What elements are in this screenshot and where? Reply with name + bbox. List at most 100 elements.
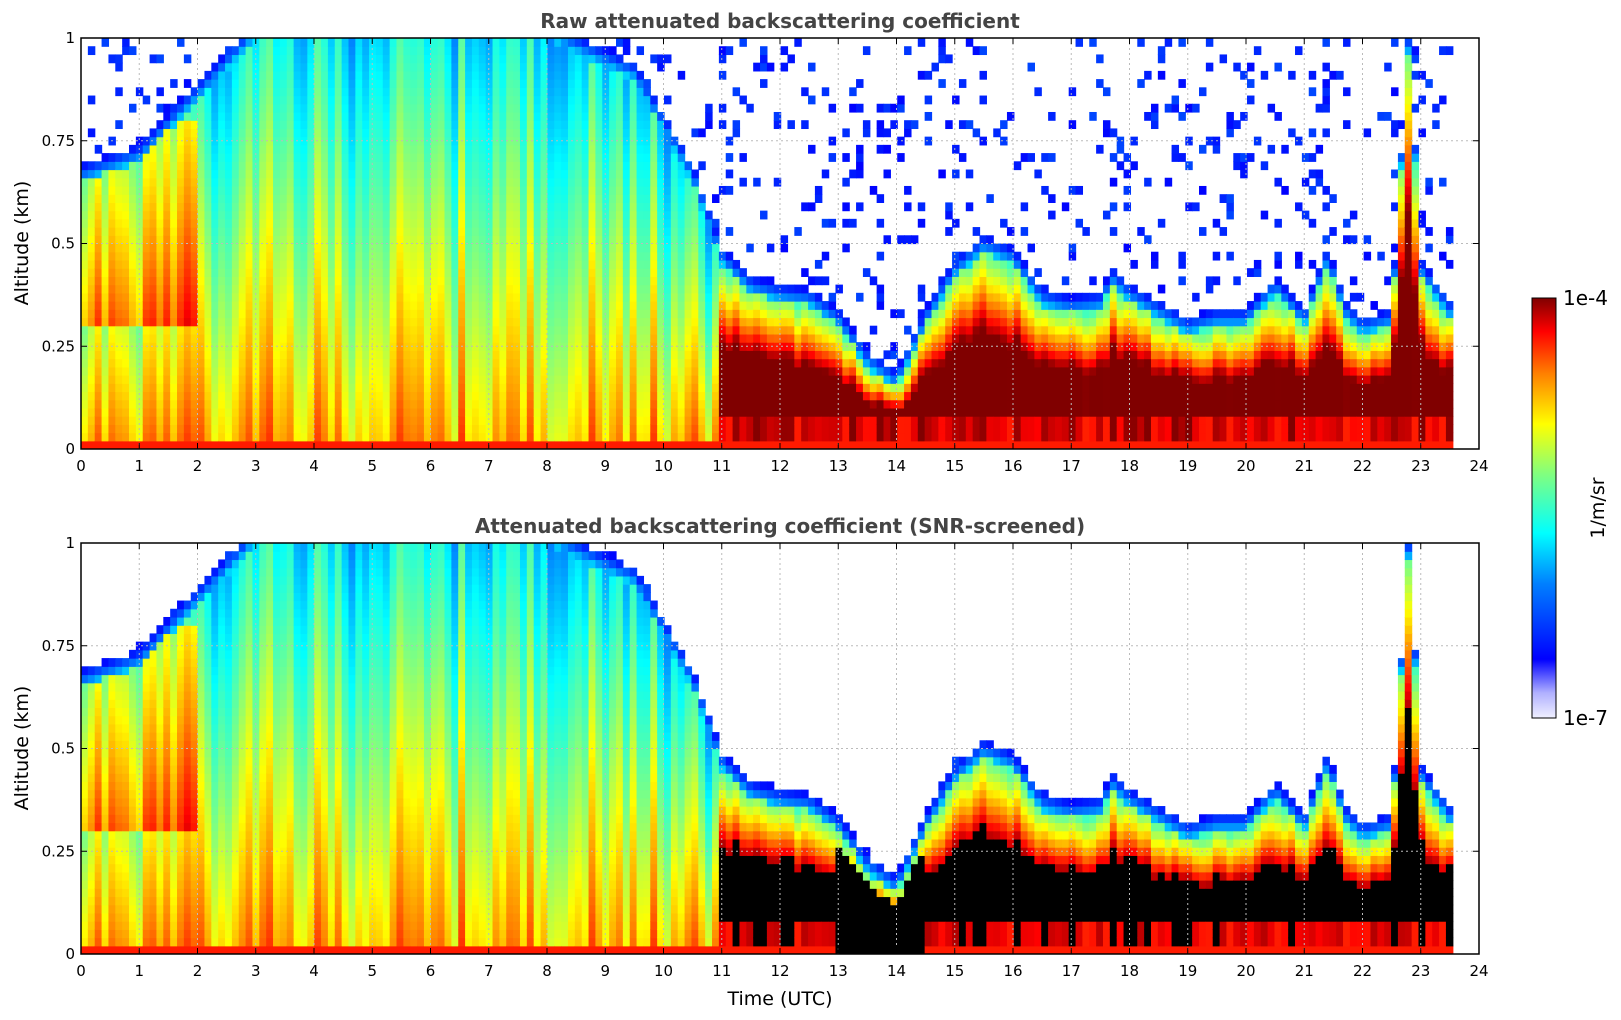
heatmap-cell	[780, 235, 789, 245]
heatmap-cell	[718, 325, 727, 335]
heatmap-cell	[190, 128, 199, 138]
heatmap-cell	[540, 358, 549, 368]
heatmap-cell	[547, 333, 555, 343]
heatmap-cell	[595, 399, 603, 409]
heatmap-cell	[753, 350, 761, 360]
heatmap-cell	[567, 153, 576, 162]
heatmap-cell	[444, 136, 452, 146]
heatmap-cell	[519, 358, 528, 368]
heatmap-cell	[101, 309, 110, 319]
heatmap-cell	[732, 268, 741, 277]
heatmap-cell	[348, 333, 356, 343]
heatmap-cell	[204, 358, 212, 368]
heatmap-cell	[375, 407, 384, 417]
heatmap-cell	[286, 202, 295, 212]
heatmap-cell	[554, 87, 562, 97]
heatmap-cell	[293, 284, 302, 294]
heatmap-cell	[135, 325, 144, 335]
heatmap-cell	[773, 309, 782, 319]
heatmap-cell	[835, 424, 843, 434]
heatmap-cell	[766, 358, 775, 368]
heatmap-cell	[814, 416, 823, 425]
heatmap-cell	[300, 153, 308, 162]
heatmap-cell	[801, 424, 809, 434]
heatmap-cell	[437, 169, 446, 179]
heatmap-cell	[300, 383, 308, 393]
heatmap-cell	[87, 440, 96, 449]
heatmap-cell	[650, 383, 658, 393]
heatmap-cell	[581, 342, 590, 351]
heatmap-cell	[513, 259, 521, 269]
heatmap-cell	[471, 210, 480, 220]
heatmap-cell	[81, 218, 89, 228]
heatmap-cell	[622, 317, 631, 327]
heatmap-cell	[94, 383, 103, 393]
heatmap-cell	[506, 70, 514, 80]
heatmap-cell	[567, 309, 576, 319]
heatmap-cell	[458, 399, 466, 409]
heatmap-cell	[362, 161, 370, 171]
heatmap-cell	[314, 440, 322, 449]
heatmap-cell	[327, 440, 336, 449]
heatmap-cell	[300, 169, 308, 179]
heatmap-cell	[348, 62, 356, 72]
heatmap-cell	[382, 79, 391, 88]
heatmap-cell	[362, 366, 370, 376]
heatmap-cell	[821, 366, 830, 376]
heatmap-cell	[163, 227, 171, 236]
heatmap-cell	[842, 202, 850, 212]
heatmap-cell	[334, 366, 343, 376]
heatmap-cell	[321, 432, 329, 442]
heatmap-cell	[389, 292, 398, 302]
heatmap-cell	[149, 136, 158, 146]
heatmap-cell	[616, 87, 624, 97]
heatmap-cell	[115, 194, 123, 203]
heatmap-cell	[204, 284, 212, 294]
heatmap-cell	[890, 342, 898, 351]
heatmap-cell	[780, 292, 789, 302]
heatmap-cell	[616, 70, 624, 80]
heatmap-cell	[375, 383, 384, 393]
heatmap-cell	[554, 144, 562, 154]
heatmap-cell	[430, 227, 439, 236]
heatmap-cell	[101, 169, 110, 179]
heatmap-cell	[355, 111, 363, 121]
heatmap-cell	[190, 235, 199, 245]
heatmap-cell	[801, 440, 809, 449]
heatmap-cell	[437, 62, 446, 72]
heatmap-cell	[403, 62, 411, 72]
heatmap-cell	[389, 407, 398, 417]
heatmap-cell	[732, 358, 741, 368]
heatmap-cell	[629, 284, 638, 294]
heatmap-cell	[142, 185, 151, 195]
heatmap-cell	[712, 284, 720, 294]
heatmap-cell	[828, 292, 837, 302]
heatmap-cell	[403, 210, 411, 220]
heatmap-cell	[286, 194, 295, 203]
heatmap-cell	[204, 375, 212, 384]
heatmap-cell	[410, 202, 418, 212]
heatmap-cell	[135, 185, 144, 195]
heatmap-cell	[629, 227, 638, 236]
heatmap-cell	[122, 424, 130, 434]
heatmap-cell	[286, 111, 295, 121]
heatmap-cell	[403, 383, 411, 393]
heatmap-cell	[485, 243, 494, 253]
heatmap-cell	[430, 62, 439, 72]
heatmap-cell	[444, 268, 452, 277]
heatmap-cell	[279, 309, 288, 319]
heatmap-cell	[917, 218, 926, 228]
heatmap-cell	[485, 95, 494, 105]
heatmap-cell	[595, 325, 603, 335]
heatmap-cell	[355, 202, 363, 212]
heatmap-cell	[94, 407, 103, 417]
heatmap-cell	[334, 416, 343, 425]
heatmap-cell	[581, 399, 590, 409]
heatmap-cell	[183, 95, 192, 105]
heatmap-cell	[602, 424, 610, 434]
heatmap-cell	[684, 391, 693, 401]
heatmap-cell	[94, 440, 103, 449]
heatmap-cell	[417, 416, 425, 425]
heatmap-cell	[81, 317, 89, 327]
heatmap-cell	[437, 407, 446, 417]
